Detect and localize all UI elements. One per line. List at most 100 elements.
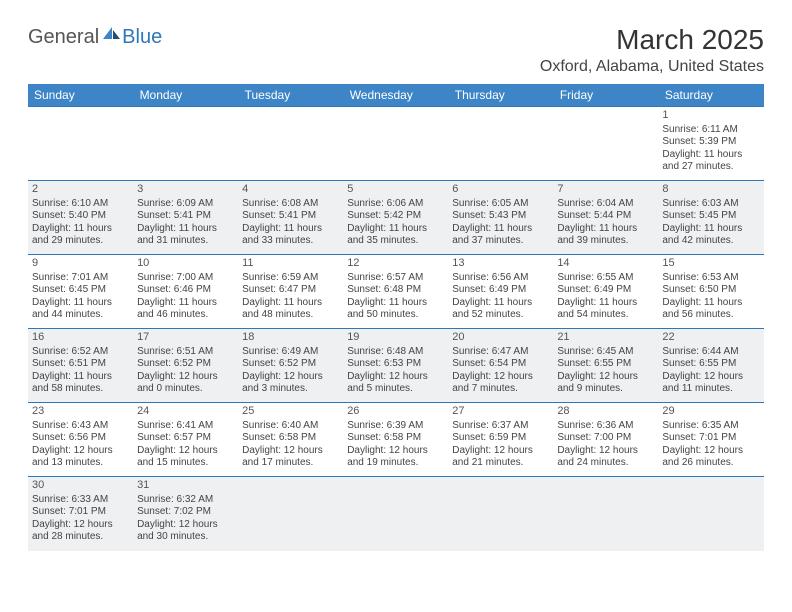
sunset-line: Sunset: 5:42 PM: [347, 210, 444, 223]
logo-text-blue: Blue: [122, 26, 162, 49]
daylight-line: Daylight: 12 hours and 0 minutes.: [137, 371, 234, 396]
sunset-line: Sunset: 6:57 PM: [137, 432, 234, 445]
calendar-day-cell: 27Sunrise: 6:37 AMSunset: 6:59 PMDayligh…: [448, 403, 553, 477]
calendar-week-row: 1Sunrise: 6:11 AMSunset: 5:39 PMDaylight…: [28, 107, 764, 181]
calendar-day-cell: 16Sunrise: 6:52 AMSunset: 6:51 PMDayligh…: [28, 329, 133, 403]
sunset-line: Sunset: 6:58 PM: [347, 432, 444, 445]
calendar-day-cell: 23Sunrise: 6:43 AMSunset: 6:56 PMDayligh…: [28, 403, 133, 477]
sunrise-line: Sunrise: 6:35 AM: [662, 420, 759, 433]
calendar-day-cell: 29Sunrise: 6:35 AMSunset: 7:01 PMDayligh…: [658, 403, 763, 477]
daylight-line: Daylight: 11 hours and 29 minutes.: [32, 223, 129, 248]
sunrise-line: Sunrise: 6:06 AM: [347, 198, 444, 211]
sunrise-line: Sunrise: 6:55 AM: [557, 272, 654, 285]
sunset-line: Sunset: 6:49 PM: [557, 284, 654, 297]
calendar-day-cell: 21Sunrise: 6:45 AMSunset: 6:55 PMDayligh…: [553, 329, 658, 403]
page-title: March 2025: [540, 24, 764, 56]
calendar-body: 1Sunrise: 6:11 AMSunset: 5:39 PMDaylight…: [28, 107, 764, 551]
calendar-day-cell: 13Sunrise: 6:56 AMSunset: 6:49 PMDayligh…: [448, 255, 553, 329]
col-header: Saturday: [658, 84, 763, 107]
day-number: 26: [347, 405, 444, 419]
logo: General Blue: [28, 26, 162, 49]
calendar-day-cell: [448, 107, 553, 181]
sunset-line: Sunset: 6:56 PM: [32, 432, 129, 445]
daylight-line: Daylight: 12 hours and 13 minutes.: [32, 445, 129, 470]
calendar-day-cell: [343, 477, 448, 551]
calendar-week-row: 30Sunrise: 6:33 AMSunset: 7:01 PMDayligh…: [28, 477, 764, 551]
daylight-line: Daylight: 11 hours and 48 minutes.: [242, 297, 339, 322]
daylight-line: Daylight: 12 hours and 5 minutes.: [347, 371, 444, 396]
sunset-line: Sunset: 6:54 PM: [452, 358, 549, 371]
daylight-line: Daylight: 12 hours and 28 minutes.: [32, 519, 129, 544]
calendar-day-cell: [553, 477, 658, 551]
day-number: 13: [452, 257, 549, 271]
day-number: 21: [557, 331, 654, 345]
sunrise-line: Sunrise: 6:33 AM: [32, 494, 129, 507]
daylight-line: Daylight: 12 hours and 9 minutes.: [557, 371, 654, 396]
calendar-week-row: 23Sunrise: 6:43 AMSunset: 6:56 PMDayligh…: [28, 403, 764, 477]
calendar-day-cell: 31Sunrise: 6:32 AMSunset: 7:02 PMDayligh…: [133, 477, 238, 551]
sunrise-line: Sunrise: 6:53 AM: [662, 272, 759, 285]
sunrise-line: Sunrise: 6:44 AM: [662, 346, 759, 359]
calendar-header-row: Sunday Monday Tuesday Wednesday Thursday…: [28, 84, 764, 107]
logo-text-general: General: [28, 26, 99, 49]
calendar-day-cell: 14Sunrise: 6:55 AMSunset: 6:49 PMDayligh…: [553, 255, 658, 329]
calendar-table: Sunday Monday Tuesday Wednesday Thursday…: [28, 84, 764, 551]
calendar-day-cell: 15Sunrise: 6:53 AMSunset: 6:50 PMDayligh…: [658, 255, 763, 329]
sunset-line: Sunset: 6:49 PM: [452, 284, 549, 297]
sail-icon: [101, 24, 121, 47]
daylight-line: Daylight: 12 hours and 17 minutes.: [242, 445, 339, 470]
col-header: Monday: [133, 84, 238, 107]
day-number: 30: [32, 479, 129, 493]
daylight-line: Daylight: 12 hours and 24 minutes.: [557, 445, 654, 470]
calendar-day-cell: 11Sunrise: 6:59 AMSunset: 6:47 PMDayligh…: [238, 255, 343, 329]
sunrise-line: Sunrise: 6:52 AM: [32, 346, 129, 359]
calendar-day-cell: 5Sunrise: 6:06 AMSunset: 5:42 PMDaylight…: [343, 181, 448, 255]
calendar-day-cell: [553, 107, 658, 181]
daylight-line: Daylight: 12 hours and 3 minutes.: [242, 371, 339, 396]
calendar-day-cell: 25Sunrise: 6:40 AMSunset: 6:58 PMDayligh…: [238, 403, 343, 477]
daylight-line: Daylight: 11 hours and 56 minutes.: [662, 297, 759, 322]
sunset-line: Sunset: 5:39 PM: [662, 136, 759, 149]
calendar-day-cell: 9Sunrise: 7:01 AMSunset: 6:45 PMDaylight…: [28, 255, 133, 329]
calendar-day-cell: 12Sunrise: 6:57 AMSunset: 6:48 PMDayligh…: [343, 255, 448, 329]
calendar-day-cell: 2Sunrise: 6:10 AMSunset: 5:40 PMDaylight…: [28, 181, 133, 255]
calendar-day-cell: [658, 477, 763, 551]
daylight-line: Daylight: 12 hours and 30 minutes.: [137, 519, 234, 544]
sunset-line: Sunset: 5:45 PM: [662, 210, 759, 223]
sunset-line: Sunset: 6:53 PM: [347, 358, 444, 371]
day-number: 5: [347, 183, 444, 197]
calendar-page: General Blue March 2025 Oxford, Alabama,…: [0, 0, 792, 561]
calendar-day-cell: [28, 107, 133, 181]
calendar-day-cell: 22Sunrise: 6:44 AMSunset: 6:55 PMDayligh…: [658, 329, 763, 403]
daylight-line: Daylight: 12 hours and 11 minutes.: [662, 371, 759, 396]
sunrise-line: Sunrise: 6:36 AM: [557, 420, 654, 433]
sunrise-line: Sunrise: 6:10 AM: [32, 198, 129, 211]
sunrise-line: Sunrise: 6:56 AM: [452, 272, 549, 285]
calendar-day-cell: [133, 107, 238, 181]
sunrise-line: Sunrise: 6:59 AM: [242, 272, 339, 285]
calendar-day-cell: [448, 477, 553, 551]
sunrise-line: Sunrise: 6:37 AM: [452, 420, 549, 433]
calendar-week-row: 16Sunrise: 6:52 AMSunset: 6:51 PMDayligh…: [28, 329, 764, 403]
sunrise-line: Sunrise: 6:05 AM: [452, 198, 549, 211]
calendar-day-cell: 20Sunrise: 6:47 AMSunset: 6:54 PMDayligh…: [448, 329, 553, 403]
sunrise-line: Sunrise: 6:32 AM: [137, 494, 234, 507]
daylight-line: Daylight: 11 hours and 58 minutes.: [32, 371, 129, 396]
calendar-day-cell: 19Sunrise: 6:48 AMSunset: 6:53 PMDayligh…: [343, 329, 448, 403]
sunrise-line: Sunrise: 6:08 AM: [242, 198, 339, 211]
calendar-day-cell: 30Sunrise: 6:33 AMSunset: 7:01 PMDayligh…: [28, 477, 133, 551]
sunset-line: Sunset: 6:47 PM: [242, 284, 339, 297]
sunset-line: Sunset: 7:02 PM: [137, 506, 234, 519]
day-number: 18: [242, 331, 339, 345]
sunrise-line: Sunrise: 6:03 AM: [662, 198, 759, 211]
calendar-day-cell: 4Sunrise: 6:08 AMSunset: 5:41 PMDaylight…: [238, 181, 343, 255]
calendar-day-cell: 26Sunrise: 6:39 AMSunset: 6:58 PMDayligh…: [343, 403, 448, 477]
day-number: 6: [452, 183, 549, 197]
day-number: 28: [557, 405, 654, 419]
daylight-line: Daylight: 12 hours and 15 minutes.: [137, 445, 234, 470]
sunrise-line: Sunrise: 6:39 AM: [347, 420, 444, 433]
day-number: 10: [137, 257, 234, 271]
calendar-day-cell: [238, 477, 343, 551]
sunrise-line: Sunrise: 6:09 AM: [137, 198, 234, 211]
col-header: Wednesday: [343, 84, 448, 107]
